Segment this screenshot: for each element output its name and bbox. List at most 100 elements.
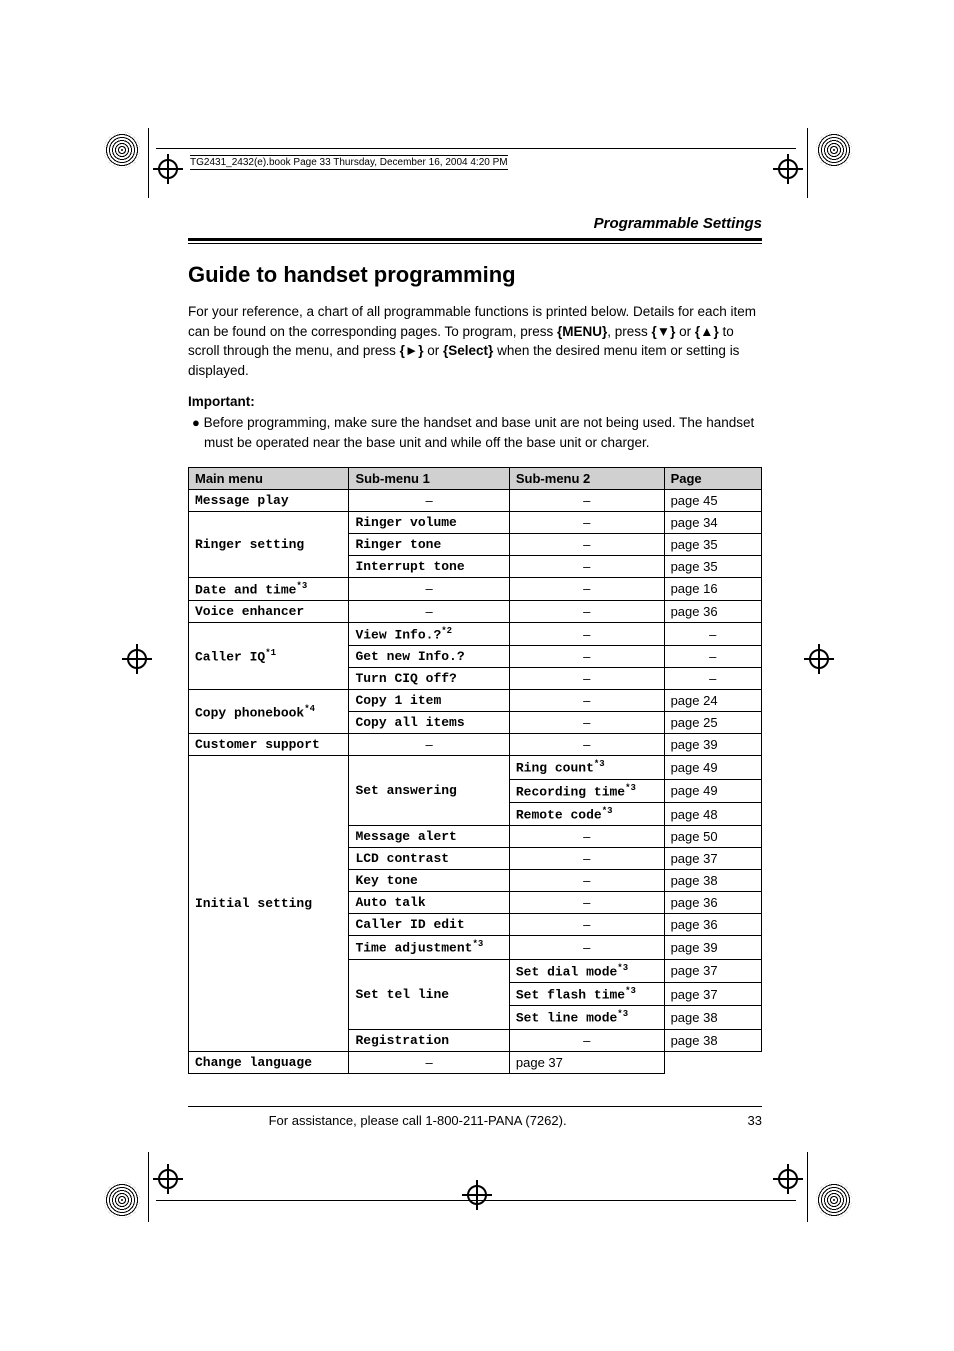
- crop-line: [807, 128, 808, 198]
- cell-sub1: Turn CIQ off?: [349, 668, 509, 690]
- cell-sub1: Time adjustment*3: [349, 936, 509, 959]
- cell-page: –: [664, 622, 761, 645]
- cell-page: page 49: [664, 756, 761, 779]
- cell-main: Voice enhancer: [189, 600, 349, 622]
- page-footer: For assistance, please call 1-800-211-PA…: [188, 1106, 762, 1128]
- registration-cross-icon: [122, 644, 152, 674]
- menu-key: {MENU}: [557, 324, 607, 339]
- cell-main: Message play: [189, 489, 349, 511]
- cell-main: Ringer setting: [189, 511, 349, 577]
- registration-circle-icon: [104, 1182, 140, 1218]
- cell-main: Customer support: [189, 734, 349, 756]
- footnote-ref: *3: [625, 783, 636, 793]
- cell-sub2: –: [509, 734, 664, 756]
- intro-text: or: [424, 343, 444, 358]
- cell-sub1: Registration: [349, 1029, 509, 1051]
- right-key: {►}: [400, 343, 424, 358]
- cell-sub2: Remote code*3: [509, 802, 664, 825]
- cell-sub1: Copy all items: [349, 712, 509, 734]
- crop-line: [807, 1152, 808, 1222]
- cell-main: Copy phonebook*4: [189, 690, 349, 734]
- table-row: Initial settingSet answeringRing count*3…: [189, 756, 762, 779]
- crop-line: [156, 1200, 796, 1201]
- cell-sub1: Message alert: [349, 826, 509, 848]
- cell-sub2: Recording time*3: [509, 779, 664, 802]
- cell-page: page 34: [664, 511, 761, 533]
- cell-sub1: Get new Info.?: [349, 646, 509, 668]
- down-key: {▼}: [652, 324, 676, 339]
- double-rule: [188, 238, 762, 244]
- footnote-ref: *3: [617, 1009, 628, 1019]
- cell-sub2: –: [509, 936, 664, 959]
- registration-circle-icon: [816, 132, 852, 168]
- cell-sub2: –: [509, 646, 664, 668]
- cell-sub1: –: [349, 600, 509, 622]
- cell-sub2: –: [509, 712, 664, 734]
- cell-sub2: –: [509, 622, 664, 645]
- table-row: Ringer settingRinger volume–page 34: [189, 511, 762, 533]
- cell-sub1: Set tel line: [349, 959, 509, 1029]
- cell-sub1: LCD contrast: [349, 848, 509, 870]
- table-row: Change language–page 37: [189, 1051, 762, 1073]
- cell-page: –: [664, 646, 761, 668]
- cell-sub1: Copy 1 item: [349, 690, 509, 712]
- crop-line: [156, 148, 796, 149]
- cell-sub2: –: [509, 533, 664, 555]
- cell-main: Caller IQ*1: [189, 622, 349, 689]
- table-row: Customer support––page 39: [189, 734, 762, 756]
- cell-page: page 45: [664, 489, 761, 511]
- cell-sub2: –: [509, 826, 664, 848]
- registration-circle-icon: [816, 1182, 852, 1218]
- cell-page: page 36: [664, 914, 761, 936]
- cell-sub1: Change language: [189, 1051, 349, 1073]
- select-key: {Select}: [443, 343, 493, 358]
- registration-cross-icon: [773, 154, 803, 184]
- cell-page: page 38: [664, 1029, 761, 1051]
- table-row: Copy phonebook*4Copy 1 item–page 24: [189, 690, 762, 712]
- important-text: ● Before programming, make sure the hand…: [188, 413, 762, 452]
- cell-page: page 24: [664, 690, 761, 712]
- cell-page: page 38: [664, 870, 761, 892]
- cell-sub2: –: [509, 1029, 664, 1051]
- cell-page: page 39: [664, 734, 761, 756]
- cell-sub2: –: [509, 892, 664, 914]
- cell-sub1: Key tone: [349, 870, 509, 892]
- cell-sub2: –: [509, 600, 664, 622]
- cell-sub2: Set dial mode*3: [509, 959, 664, 982]
- footnote-ref: *3: [594, 759, 605, 769]
- cell-main: Initial setting: [189, 756, 349, 1051]
- cell-sub1: –: [349, 577, 509, 600]
- footnote-ref: *3: [625, 986, 636, 996]
- cell-sub1: Caller ID edit: [349, 914, 509, 936]
- cell-sub1: Interrupt tone: [349, 555, 509, 577]
- cell-sub1: Auto talk: [349, 892, 509, 914]
- footnote-ref: *3: [296, 581, 307, 591]
- cell-sub2: Set line mode*3: [509, 1006, 664, 1029]
- cell-sub2: –: [349, 1051, 509, 1073]
- cell-sub2: –: [509, 690, 664, 712]
- cell-sub2: –: [509, 848, 664, 870]
- footer-page-number: 33: [748, 1113, 762, 1128]
- cell-sub2: –: [509, 668, 664, 690]
- cell-sub2: –: [509, 577, 664, 600]
- col-sub2: Sub-menu 2: [509, 467, 664, 489]
- cell-page: page 37: [664, 982, 761, 1005]
- cell-page: –: [664, 668, 761, 690]
- cell-page: page 37: [509, 1051, 664, 1073]
- cell-page: page 25: [664, 712, 761, 734]
- registration-cross-icon: [153, 1164, 183, 1194]
- cell-sub2: –: [509, 511, 664, 533]
- important-body: Before programming, make sure the handse…: [204, 415, 755, 450]
- table-row: Date and time*3––page 16: [189, 577, 762, 600]
- table-row: Caller IQ*1View Info.?*2––: [189, 622, 762, 645]
- footer-text: For assistance, please call 1-800-211-PA…: [188, 1113, 647, 1128]
- crop-line: [148, 1152, 149, 1222]
- cell-page: page 16: [664, 577, 761, 600]
- intro-paragraph: For your reference, a chart of all progr…: [188, 302, 762, 380]
- cell-sub1: Ringer tone: [349, 533, 509, 555]
- book-header: TG2431_2432(e).book Page 33 Thursday, De…: [190, 155, 508, 170]
- registration-cross-icon: [804, 644, 834, 674]
- cell-sub1: View Info.?*2: [349, 622, 509, 645]
- intro-text: or: [675, 324, 695, 339]
- registration-cross-icon: [153, 154, 183, 184]
